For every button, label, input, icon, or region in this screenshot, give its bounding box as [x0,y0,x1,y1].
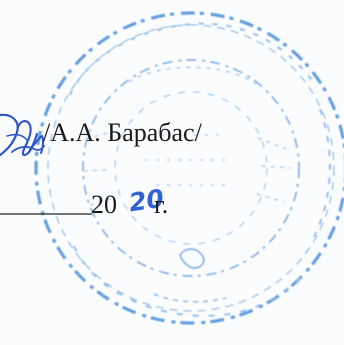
year-suffix: г. [154,190,169,219]
seal-stamp [34,11,344,325]
signatory-name: /А.А. Барабас/ [43,118,202,147]
year-prefix: 20 [91,190,117,219]
handwritten-signature [0,113,45,157]
